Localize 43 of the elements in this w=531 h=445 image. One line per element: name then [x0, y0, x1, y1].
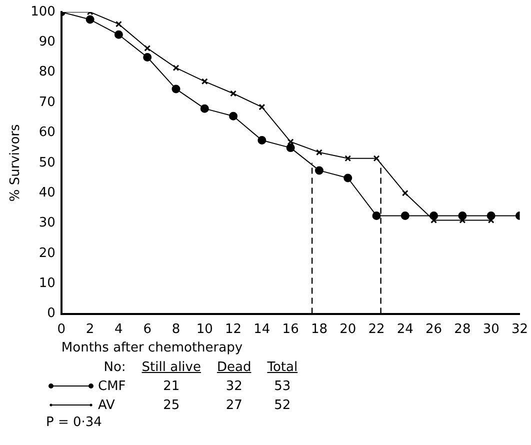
x-tick-label: 18	[310, 322, 328, 337]
y-tick-label: 80	[38, 64, 56, 80]
text: No:	[102, 359, 127, 377]
legend-label: CMF	[97, 378, 127, 396]
text: 25	[162, 397, 181, 415]
y-tick-label: 0	[47, 306, 56, 322]
x-tick-label: 16	[282, 322, 299, 337]
text: Still alive	[140, 359, 202, 377]
x-tick-label: 6	[143, 322, 152, 337]
x-tick-label: 28	[454, 322, 471, 337]
y-tick-label: 90	[38, 34, 56, 50]
x-tick-label: 30	[482, 322, 500, 337]
y-tick-label: 40	[38, 185, 56, 200]
text: Total	[266, 359, 299, 377]
text: Dead	[216, 359, 252, 377]
y-axis-title: % Survivors	[8, 124, 24, 202]
text: 27	[224, 397, 244, 415]
x-tick-label: 20	[340, 322, 356, 337]
x-tick-label: 14	[254, 322, 270, 337]
text: 32	[224, 378, 244, 396]
x-tick-label: 2	[86, 322, 94, 337]
y-tick-label: 10	[38, 276, 56, 291]
x-tick-label: 0	[57, 322, 66, 337]
x-tick-label: 4	[114, 322, 123, 337]
x-tick-label: 32	[511, 322, 528, 337]
x-tick-label: 8	[172, 322, 180, 337]
text: P = 0·34	[46, 415, 103, 430]
text: 52	[273, 397, 292, 415]
y-tick-label: 50	[38, 155, 56, 170]
x-tick-label: 26	[426, 322, 442, 337]
text: 21	[162, 378, 181, 396]
legend-label: AV	[97, 397, 116, 415]
x-tick-label: 24	[396, 322, 414, 337]
y-tick-label: 30	[38, 216, 56, 231]
x-tick-label: 12	[225, 322, 242, 337]
text: 53	[273, 378, 292, 396]
x-axis-title: Months after chemotherapy	[61, 340, 243, 356]
x-tick-label: 10	[196, 322, 213, 337]
y-tick-label: 70	[38, 94, 56, 110]
y-tick-label: 60	[38, 125, 56, 140]
y-tick-label: 20	[38, 246, 56, 261]
x-tick-label: 22	[368, 322, 385, 337]
y-tick-label: 100	[30, 4, 56, 20]
